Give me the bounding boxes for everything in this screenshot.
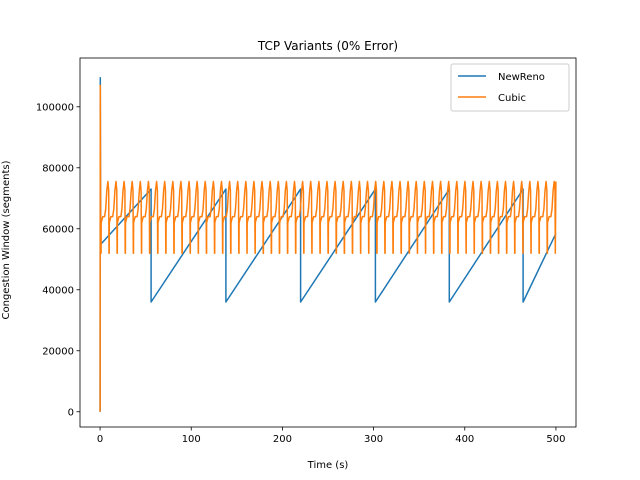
legend: NewReno Cubic: [450, 63, 570, 112]
series-layer: [99, 77, 557, 412]
series-line-cubic: [99, 84, 557, 412]
legend-label-newreno: NewReno: [498, 72, 545, 83]
y-tick-label: 80000: [42, 163, 74, 174]
y-tick-label: 20000: [42, 346, 74, 357]
x-tick-label: 0: [97, 434, 103, 445]
y-tick-label: 40000: [42, 285, 74, 296]
y-tick-label: 0: [68, 407, 74, 418]
x-tick-label: 200: [273, 434, 292, 445]
axes-layer: 0 100 200 300 400 500 0 20000 40000 60000 80000 100…: [36, 57, 577, 445]
legend-label-cubic: Cubic: [498, 93, 526, 104]
y-tick-label: 60000: [42, 224, 74, 235]
x-tick-label: 500: [546, 434, 565, 445]
x-tick-label: 400: [455, 434, 474, 445]
x-tick-label: 300: [364, 434, 383, 445]
plot-frame: [79, 57, 577, 428]
chart-title: TCP Variants (0% Error): [257, 39, 398, 53]
y-axis-title: Congestion Window (segments): [1, 160, 12, 319]
y-tick-label: 100000: [36, 102, 74, 113]
x-axis-title: Time (s): [307, 460, 349, 471]
x-tick-label: 100: [182, 434, 201, 445]
